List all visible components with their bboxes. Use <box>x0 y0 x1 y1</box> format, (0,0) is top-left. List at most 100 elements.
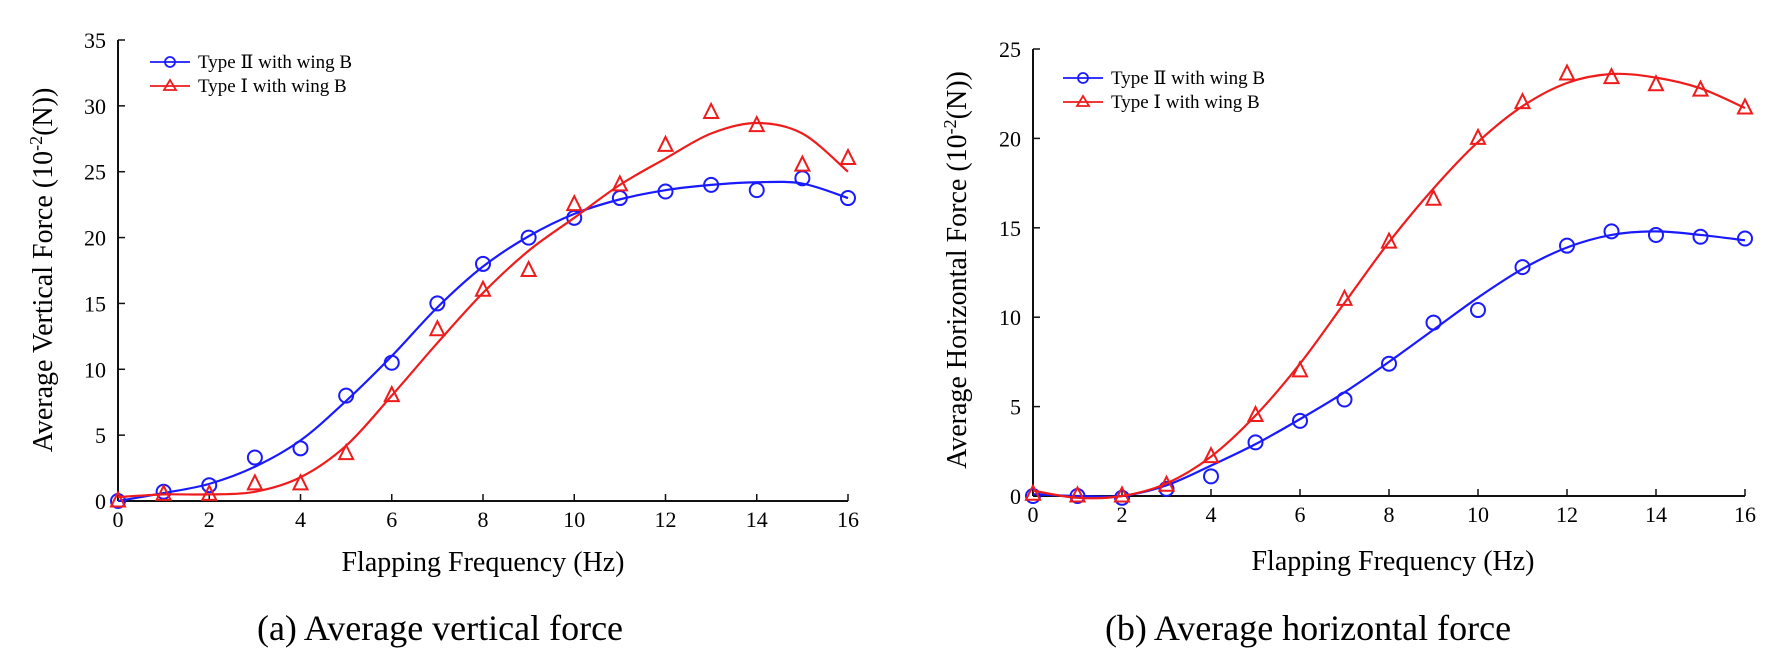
data-point-type1-a <box>109 490 127 508</box>
x-tick-label-b: 2 <box>1117 502 1128 527</box>
x-tick-label-a: 6 <box>386 507 397 532</box>
data-point-type2-b <box>1648 226 1664 243</box>
x-tick-label-a: 12 <box>655 507 677 532</box>
data-point-type2-b <box>1381 355 1397 372</box>
y-axis-title-b: Average Horizontal Force (10-2(N)) <box>940 71 973 469</box>
data-point-type1-b <box>1291 360 1309 378</box>
data-point-type1-b <box>1691 79 1710 97</box>
data-point-type1-b <box>1736 97 1754 115</box>
x-tick-label-a: 8 <box>478 507 489 532</box>
x-tick-label-a: 2 <box>204 507 215 532</box>
data-point-type1-a <box>155 483 173 501</box>
y-axis-title-a-main: Average Vertical Force (10 <box>28 151 59 452</box>
data-point-type1-b <box>1380 231 1398 249</box>
y-tick-label-b: 25 <box>999 37 1021 62</box>
y-tick-label-a: 25 <box>84 160 106 185</box>
data-point-type2-a <box>703 176 720 193</box>
x-tick-label-b: 16 <box>1734 502 1756 527</box>
y-tick-label-a: 15 <box>84 291 106 316</box>
data-point-type2-b <box>1203 468 1219 485</box>
data-point-type2-a <box>292 440 309 457</box>
legend-marker-type1-a <box>162 78 178 91</box>
data-point-type2-b <box>1425 314 1442 331</box>
data-point-type1-b <box>1024 483 1042 501</box>
x-tick-label-a: 14 <box>746 507 768 532</box>
legend-label-type1-b: Type Ⅰ with wing B <box>1111 92 1260 113</box>
y-tick-label-a: 30 <box>84 94 106 119</box>
data-point-type2-b <box>1514 259 1531 276</box>
data-point-type1-a <box>291 473 310 491</box>
y-axis-title-b-tail: (N)) <box>942 71 973 119</box>
legend-marker-type2-a <box>164 56 176 68</box>
data-point-type1-a <box>246 473 264 491</box>
data-point-type1-a <box>565 193 583 212</box>
x-tick-label-b: 4 <box>1206 502 1217 527</box>
y-tick-label-a: 0 <box>95 489 106 514</box>
x-tick-label-a: 4 <box>295 507 306 532</box>
data-point-type1-a <box>839 147 857 166</box>
x-tick-label-b: 12 <box>1556 502 1578 527</box>
x-tick-label-b: 6 <box>1295 502 1306 527</box>
y-tick-label-b: 15 <box>999 216 1021 241</box>
data-point-type2-b <box>1025 488 1041 504</box>
y-tick-label-b: 10 <box>999 305 1021 330</box>
data-point-type1-b <box>1246 404 1265 423</box>
y-tick-label-b: 0 <box>1010 484 1021 509</box>
data-point-type1-a <box>428 319 446 337</box>
data-point-type1-a <box>656 134 675 152</box>
y-tick-label-b: 5 <box>1010 395 1021 420</box>
y-tick-label-a: 35 <box>84 28 106 53</box>
data-point-type2-b <box>1292 412 1308 429</box>
data-point-type2-a <box>429 295 446 312</box>
data-point-type2-a <box>657 183 674 200</box>
y-axis-title-a-tail: (N)) <box>28 88 59 136</box>
data-point-type2-a <box>201 477 218 494</box>
data-point-type2-b <box>1247 434 1264 451</box>
x-tick-label-b: 10 <box>1467 502 1489 527</box>
data-point-type2-a <box>246 449 263 466</box>
x-tick-label-a: 10 <box>563 507 585 532</box>
data-point-type1-b <box>1558 63 1576 81</box>
data-point-type1-b <box>1513 91 1532 110</box>
data-point-type1-b <box>1068 485 1087 503</box>
y-tick-label-a: 5 <box>95 423 106 448</box>
x-tick-label-a: 16 <box>837 507 859 532</box>
fit-line-type2-a <box>117 180 849 503</box>
legend-label-type2-a: Type Ⅱ with wing B <box>198 52 352 73</box>
x-tick-label-b: 0 <box>1028 502 1039 527</box>
data-point-type2-b <box>1470 302 1486 319</box>
x-tick-label-b: 8 <box>1384 502 1395 527</box>
fit-line-type1-b <box>1032 72 1746 500</box>
y-axis-title-b-main: Average Horizontal Force (10 <box>942 134 973 469</box>
y-axis-title-b-sup: -2 <box>940 119 960 134</box>
data-point-type1-a <box>383 384 401 403</box>
x-axis-title-a: Flapping Frequency (Hz) <box>341 547 624 578</box>
data-point-type2-a <box>840 190 856 207</box>
fit-line-type2-b <box>1032 230 1746 498</box>
data-point-type2-a <box>520 229 537 246</box>
data-point-type1-a <box>337 442 355 461</box>
legend-label-type2-b: Type Ⅱ with wing B <box>1111 68 1265 89</box>
data-point-type2-b <box>1336 391 1353 408</box>
y-tick-label-a: 20 <box>84 226 106 251</box>
data-point-type1-a <box>474 279 492 297</box>
caption-b: (b) Average horizontal force <box>1105 608 1511 648</box>
y-axis-title-a-sup: -2 <box>26 136 46 151</box>
data-point-type1-b <box>1469 127 1487 145</box>
data-point-type1-b <box>1602 66 1621 85</box>
plot-area-b: 0 2 4 6 8 10 12 14 16 0 5 10 15 20 25 Type Ⅱ with wing … <box>999 37 1756 527</box>
data-point-type1-b <box>1647 74 1665 92</box>
chart-horizontal-force: 0 2 4 6 8 10 12 14 16 0 5 10 15 20 25 Type Ⅱ with wing … <box>940 37 1756 648</box>
data-point-type1-a <box>793 154 811 172</box>
x-tick-label-b: 14 <box>1645 502 1667 527</box>
data-point-type1-b <box>1157 474 1176 492</box>
data-point-type2-a <box>748 182 765 199</box>
data-point-type1-a <box>702 101 720 119</box>
data-point-type1-a <box>520 259 538 277</box>
data-point-type2-b <box>1737 230 1753 247</box>
x-tick-label-a: 0 <box>113 507 124 532</box>
y-tick-label-b: 20 <box>999 126 1021 151</box>
data-point-type2-a <box>383 354 400 371</box>
legend-marker-type2-b <box>1077 72 1089 84</box>
